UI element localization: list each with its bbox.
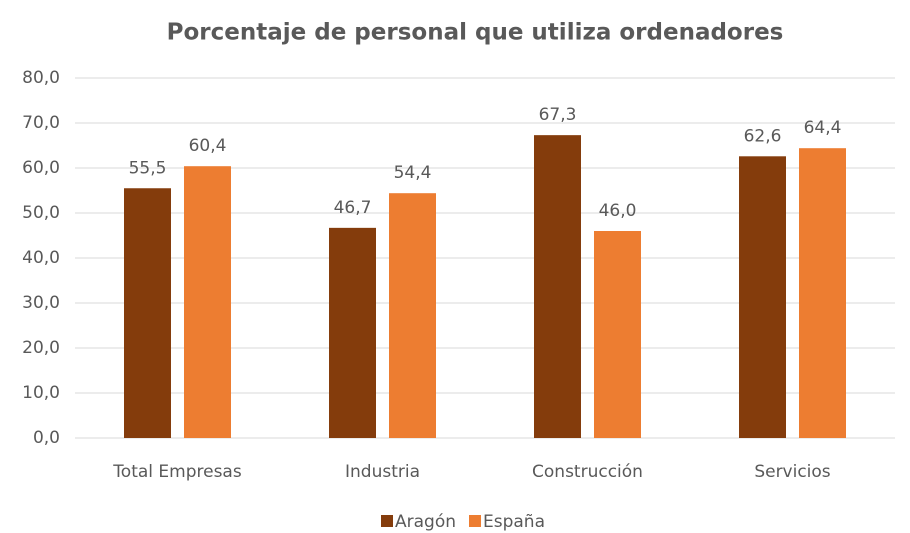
bar [534, 135, 581, 438]
bar [594, 231, 641, 438]
bar [799, 148, 846, 438]
data-label: 46,7 [334, 198, 372, 218]
data-label: 62,6 [744, 126, 782, 146]
y-tick-label: 50,0 [22, 203, 60, 223]
data-label: 67,3 [539, 105, 577, 125]
y-tick-label: 0,0 [33, 428, 60, 448]
legend-swatch [469, 515, 481, 527]
y-tick-label: 10,0 [22, 383, 60, 403]
data-label: 60,4 [189, 136, 227, 156]
x-tick-label: Total Empresas [112, 462, 242, 482]
data-label: 55,5 [129, 158, 167, 178]
bar [329, 227, 376, 438]
bar [184, 166, 231, 438]
bar [739, 156, 786, 439]
chart-title: Porcentaje de personal que utiliza orden… [167, 20, 784, 46]
bar [124, 188, 171, 438]
x-tick-label: Servicios [754, 462, 830, 482]
x-tick-label: Construcción [532, 462, 643, 482]
bar [389, 193, 436, 438]
legend-label: Aragón [395, 512, 456, 532]
data-label: 46,0 [599, 201, 637, 221]
data-label: 64,4 [804, 118, 842, 138]
y-tick-label: 20,0 [22, 338, 60, 358]
x-tick-label: Industria [345, 462, 420, 482]
legend-swatch [381, 515, 393, 527]
y-tick-label: 70,0 [22, 113, 60, 133]
y-tick-label: 80,0 [22, 68, 60, 88]
legend-label: España [483, 512, 545, 532]
y-tick-label: 40,0 [22, 248, 60, 268]
data-label: 54,4 [394, 163, 432, 183]
y-tick-label: 30,0 [22, 293, 60, 313]
y-tick-label: 60,0 [22, 158, 60, 178]
